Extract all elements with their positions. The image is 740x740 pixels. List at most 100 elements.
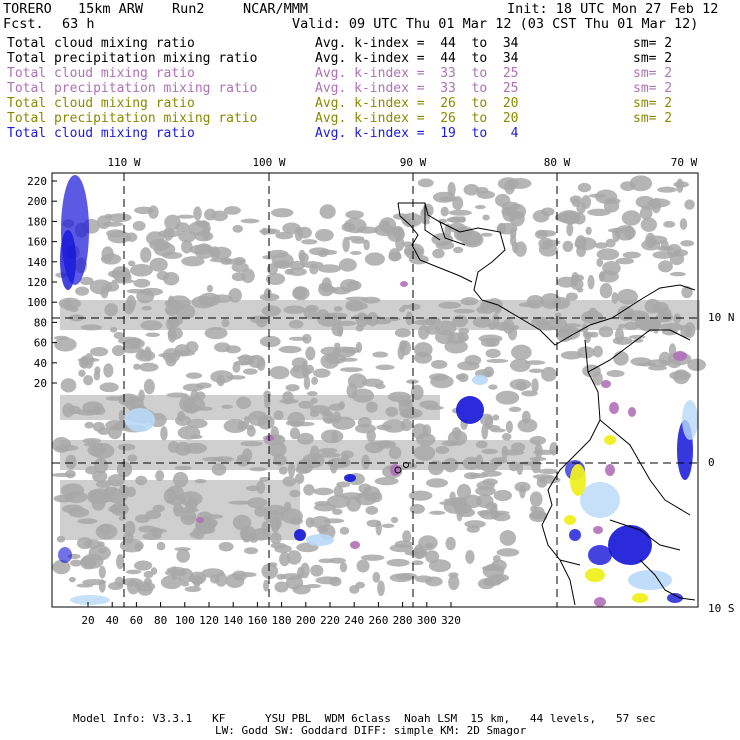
- convection-yellow: [585, 568, 605, 582]
- cloud-blob: [480, 232, 493, 237]
- cloud-blob: [211, 246, 232, 260]
- cloud-blob: [328, 557, 346, 564]
- cloud-blob: [266, 263, 278, 275]
- cloud-blob: [402, 241, 413, 247]
- cloud-blob: [374, 477, 399, 486]
- cloud-blob: [483, 577, 495, 584]
- cloud-blob: [88, 545, 111, 561]
- cloud-blob: [201, 226, 211, 241]
- cloud-blob: [70, 559, 82, 567]
- cloud-blob: [241, 268, 255, 284]
- legend-field: Total cloud mixing ratio: [7, 126, 195, 141]
- cloud-blob: [358, 483, 372, 494]
- cloud-blob: [495, 390, 520, 405]
- cloud-blob: [594, 242, 608, 249]
- convective-cell: [588, 545, 612, 565]
- cloud-blob: [440, 206, 449, 217]
- cloud-blob: [226, 375, 246, 380]
- cloud-blob: [134, 206, 154, 215]
- convection-yellow: [604, 435, 616, 445]
- cloud-blob: [346, 383, 358, 399]
- cloud-blob: [304, 364, 315, 374]
- cloud-blob: [216, 374, 225, 387]
- cloud-blob: [365, 505, 379, 515]
- cloud-blob: [92, 470, 108, 483]
- init-time: Init: 18 UTC Mon 27 Feb 12: [507, 1, 719, 17]
- cloud-blob: [225, 573, 245, 589]
- cloud-blob: [232, 224, 243, 233]
- cloud-blob: [145, 332, 160, 338]
- cloud-blob: [408, 254, 429, 265]
- cloud-blob: [505, 420, 513, 434]
- cloud-blob: [206, 284, 213, 293]
- x-tick-label: 280: [393, 614, 413, 627]
- cloud-blob: [240, 218, 260, 224]
- run-label: Run2: [172, 1, 205, 17]
- precip-spot: [196, 517, 204, 523]
- cloud-blob: [133, 363, 141, 370]
- cloud-band: [60, 480, 300, 540]
- cloud-blob: [342, 237, 350, 253]
- cloud-blob: [497, 222, 507, 235]
- convection-yellow: [632, 593, 648, 603]
- cloud-blob: [285, 384, 300, 392]
- x-tick-label: 120: [199, 614, 219, 627]
- cloud-blob: [598, 270, 619, 283]
- cloud-blob: [488, 384, 498, 390]
- y-tick-label: 20: [34, 377, 47, 390]
- cloud-blob: [466, 525, 480, 533]
- legend-index: Avg. k-index = 44 to 34: [315, 51, 519, 66]
- cloud-blob: [127, 260, 136, 267]
- longitude-label: 90 W: [400, 156, 427, 169]
- cloud-blob: [372, 571, 381, 583]
- convection-yellow: [570, 464, 586, 496]
- cloud-blob: [181, 581, 190, 587]
- x-tick-label: 320: [441, 614, 461, 627]
- cloud-blob: [640, 217, 658, 232]
- cloud-blob: [243, 547, 259, 555]
- cloud-blob: [509, 378, 532, 390]
- cloud-blob: [457, 361, 480, 371]
- cloud-blob: [193, 206, 202, 221]
- forecast-label: Fcst.: [3, 16, 44, 32]
- model-name: TORERO: [3, 1, 52, 17]
- cloud-blob: [622, 251, 641, 259]
- cloud-blob: [135, 581, 156, 592]
- cloud-blob: [529, 510, 548, 520]
- cloud-blob: [300, 562, 310, 579]
- cloud-blob: [530, 505, 537, 513]
- cloud-blob: [126, 288, 147, 294]
- legend-field: Total precipitation mixing ratio: [7, 51, 258, 66]
- cloud-blob: [119, 538, 144, 553]
- cloud-blob: [129, 263, 153, 277]
- cloud-blob: [450, 497, 468, 509]
- cloud-blob: [554, 212, 572, 223]
- cloud-blob: [621, 210, 642, 226]
- convective-cell: [294, 529, 306, 541]
- cloud-blob: [310, 564, 324, 577]
- cloud-blob: [364, 252, 385, 266]
- cloud-blob: [178, 230, 196, 243]
- latitude-label: 10 S: [708, 602, 735, 615]
- cloud-blob: [116, 553, 125, 570]
- cloud-blob: [347, 280, 362, 291]
- cloud-blob: [143, 570, 154, 579]
- cloud-blob: [475, 485, 496, 497]
- cloud-blob: [465, 549, 475, 564]
- cloud-blob: [243, 368, 258, 375]
- cloud-blob: [482, 214, 490, 221]
- cloud-blob: [122, 344, 141, 354]
- cloud-blob: [287, 267, 307, 277]
- cloud-blob: [605, 238, 616, 248]
- map-frame: [51, 172, 699, 608]
- border-guatemala: [398, 202, 466, 246]
- cloud-blob: [331, 508, 343, 515]
- cloud-blob: [658, 351, 672, 365]
- cloud-blob: [444, 339, 468, 354]
- cloud-blob: [673, 249, 689, 257]
- legend-index: Avg. k-index = 26 to 20: [315, 96, 519, 111]
- cloud-blob: [125, 569, 142, 575]
- longitude-label: 110 W: [107, 156, 140, 169]
- convective-cell: [125, 408, 155, 432]
- cloud-blob: [485, 501, 498, 511]
